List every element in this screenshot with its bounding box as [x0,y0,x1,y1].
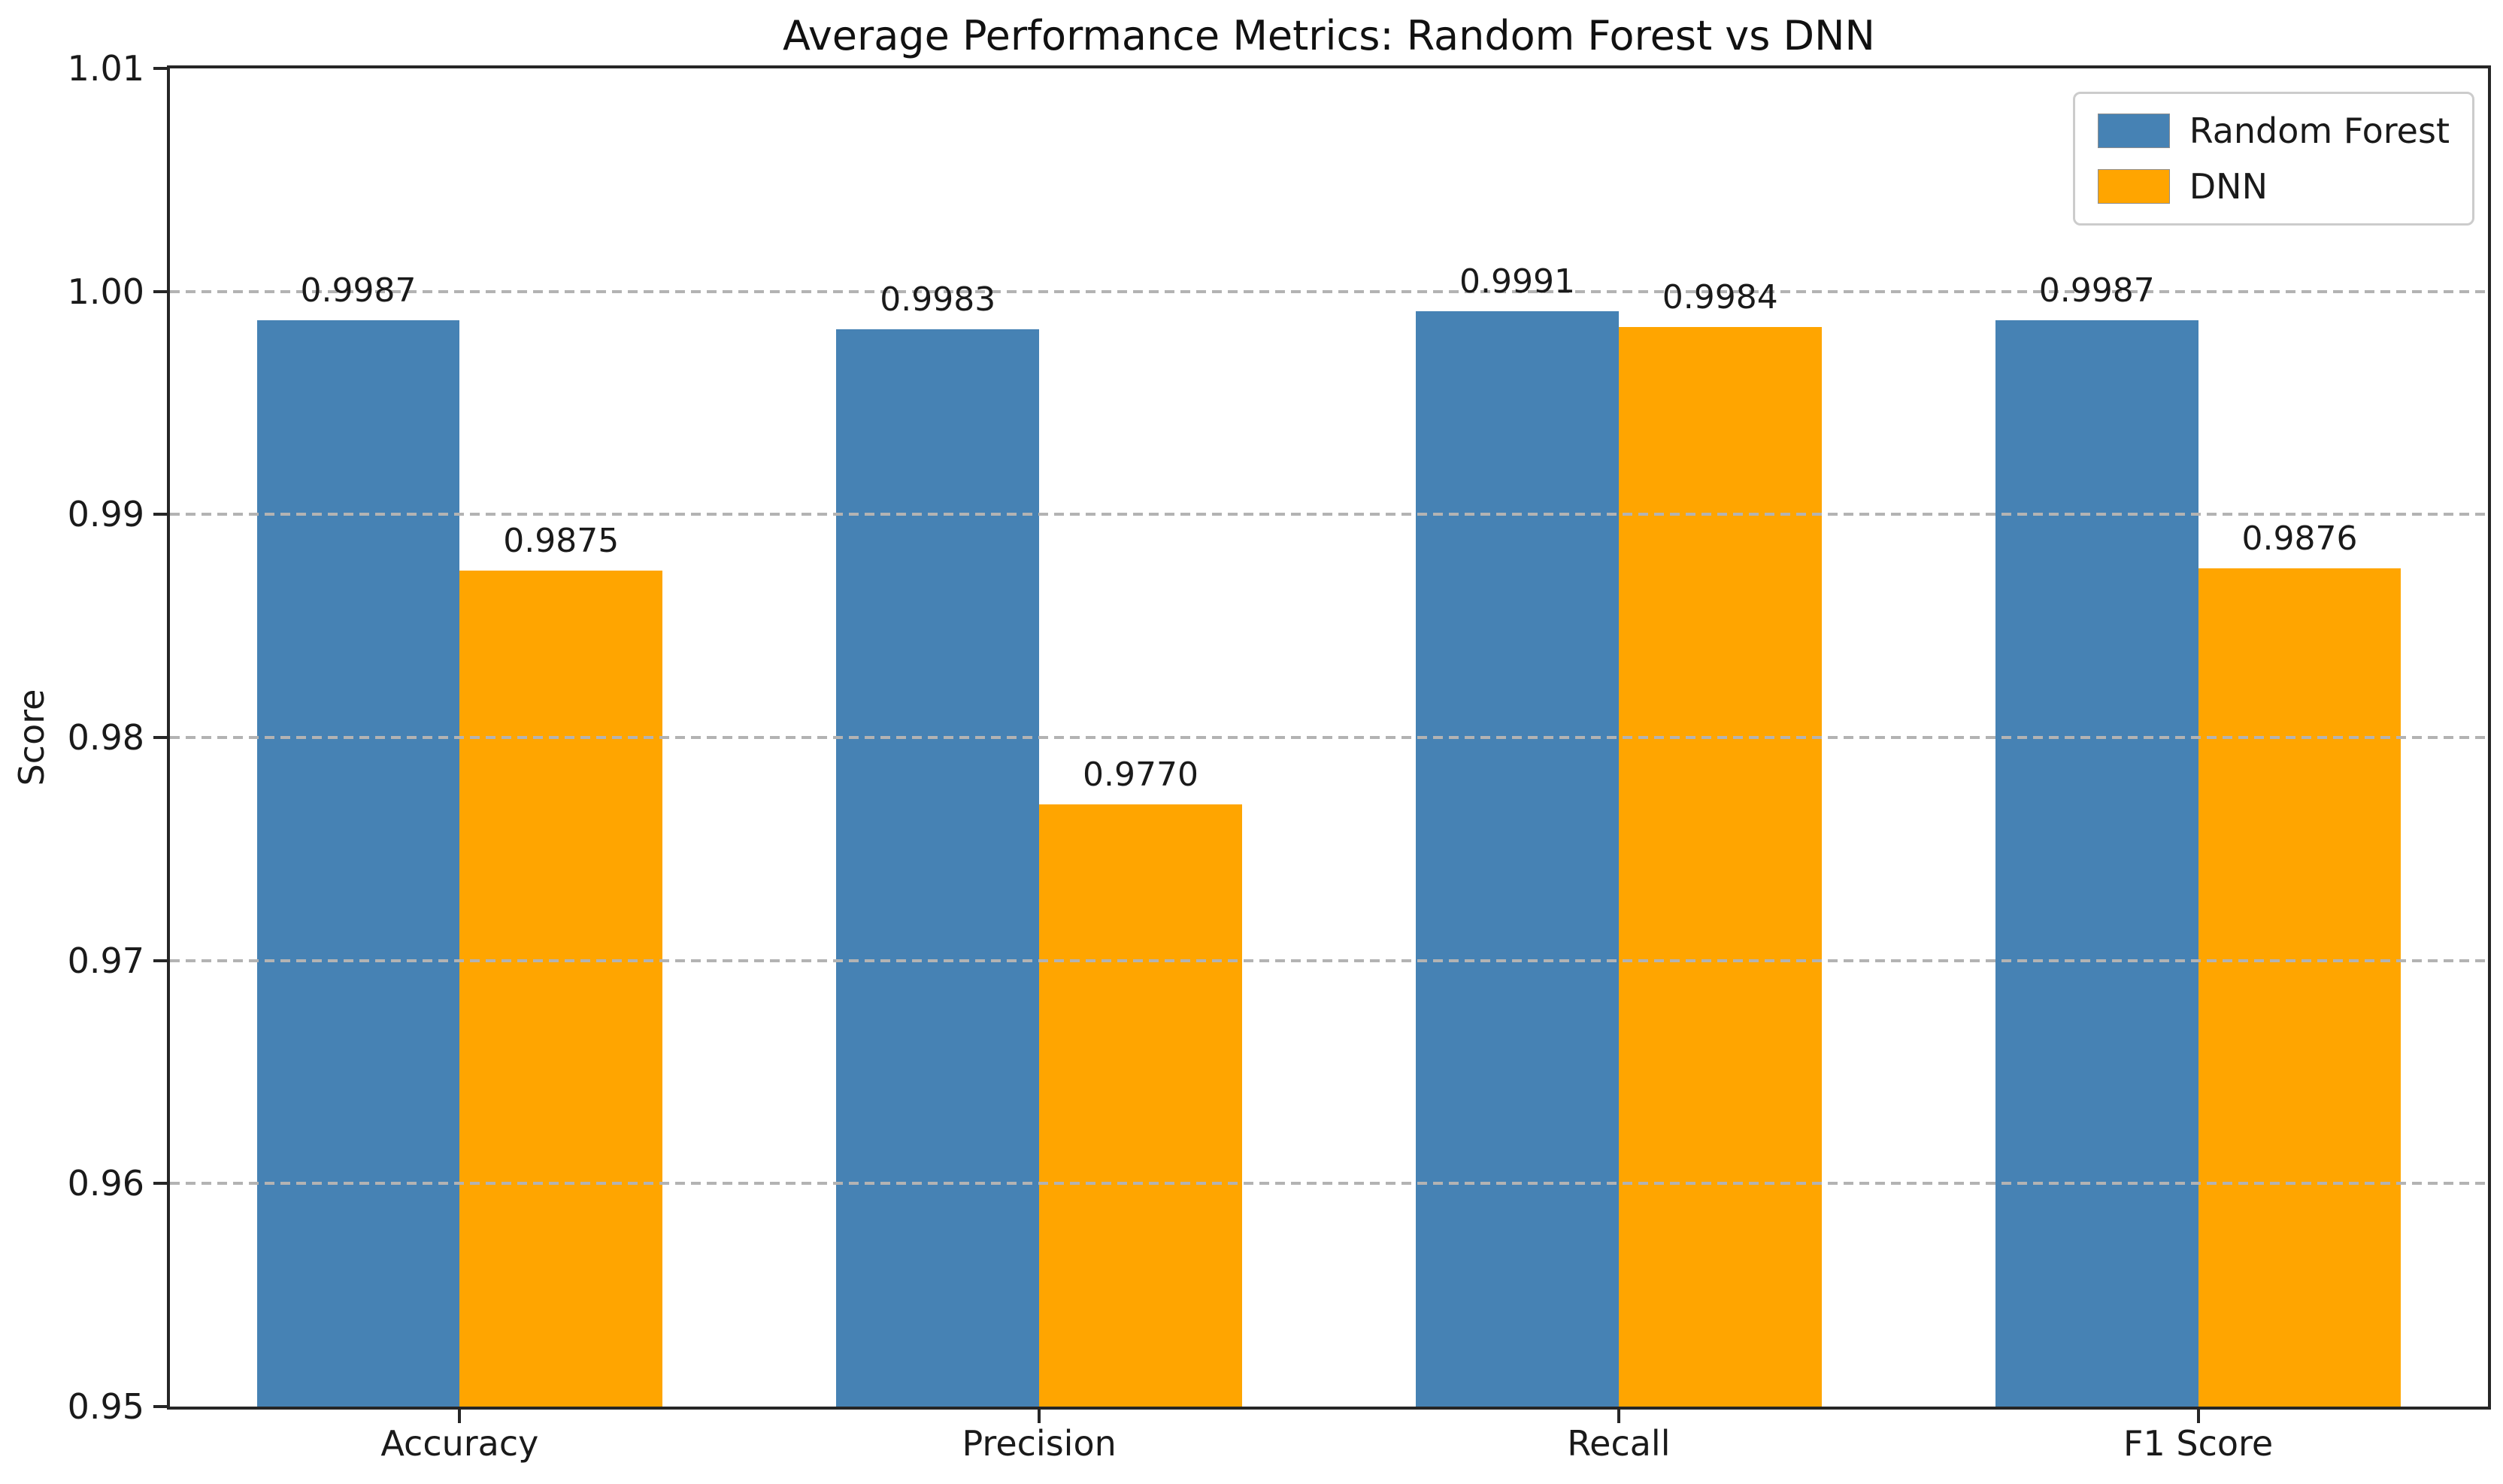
gridline-0-96 [170,1182,2488,1186]
bar-value-random-forest-recall: 0.9991 [1459,262,1575,301]
bar-dnn-f1-score [2198,568,2401,1407]
y-tick-label: 0.96 [67,1163,144,1204]
y-tick-mark [153,959,167,962]
y-tick-mark [153,513,167,516]
x-tick-mark [458,1410,462,1423]
y-tick-label: 0.95 [67,1386,144,1427]
gridline-1-00 [170,289,2488,293]
y-tick-mark [153,1182,167,1186]
y-tick-label: 0.98 [67,717,144,758]
y-tick-mark [153,1405,167,1408]
bar-value-dnn-f1-score: 0.9876 [2241,519,2358,558]
bar-value-random-forest-precision: 0.9983 [880,280,996,320]
gridline-0-99 [170,513,2488,516]
plot-area: 0.9987 0.9983 0.9991 0.9987 0.9875 0.9770 0.99… [167,65,2491,1410]
bar-random-forest-accuracy [256,320,460,1407]
y-tick-mark [153,736,167,739]
bar-value-random-forest-accuracy: 0.9987 [300,271,417,310]
x-tick-label-recall: Recall [1567,1423,1671,1464]
y-tick-label: 1.01 [67,48,144,89]
bar-value-dnn-recall: 0.9984 [1662,278,1778,317]
legend-swatch-random-forest [2097,114,2170,148]
bar-value-dnn-accuracy: 0.9875 [503,521,620,560]
y-tick-mark [153,289,167,293]
x-tick-mark [2196,1410,2200,1423]
chart-title: Average Performance Metrics: Random Fore… [783,12,1875,59]
x-tick-mark [1617,1410,1620,1423]
bar-random-forest-f1-score [1995,320,2198,1407]
y-tick-label: 1.00 [67,271,144,312]
bar-dnn-accuracy [459,570,663,1407]
bar-random-forest-precision [836,329,1040,1407]
y-tick-label: 0.99 [67,494,144,535]
x-tick-label-precision: Precision [962,1423,1117,1464]
bar-dnn-precision [1039,804,1242,1407]
bar-dnn-recall [1618,327,1822,1407]
legend-label-dnn: DNN [2189,166,2268,207]
legend-label-random-forest: Random Forest [2189,111,2450,151]
gridline-0-98 [170,736,2488,739]
legend-item-dnn: DNN [2097,166,2450,207]
y-tick-label: 0.97 [67,940,144,981]
y-tick-mark [153,67,167,70]
x-tick-label-accuracy: Accuracy [380,1423,539,1464]
gridline-0-97 [170,959,2488,962]
bar-value-dnn-precision: 0.9770 [1083,756,1198,794]
legend: Random Forest DNN [2072,92,2474,226]
legend-item-random-forest: Random Forest [2097,111,2450,151]
bar-random-forest-recall [1416,311,1619,1407]
x-tick-label-f1-score: F1 Score [2123,1423,2274,1464]
x-tick-mark [1038,1410,1041,1423]
bar-value-random-forest-f1-score: 0.9987 [2038,271,2155,310]
legend-swatch-dnn [2097,169,2170,204]
